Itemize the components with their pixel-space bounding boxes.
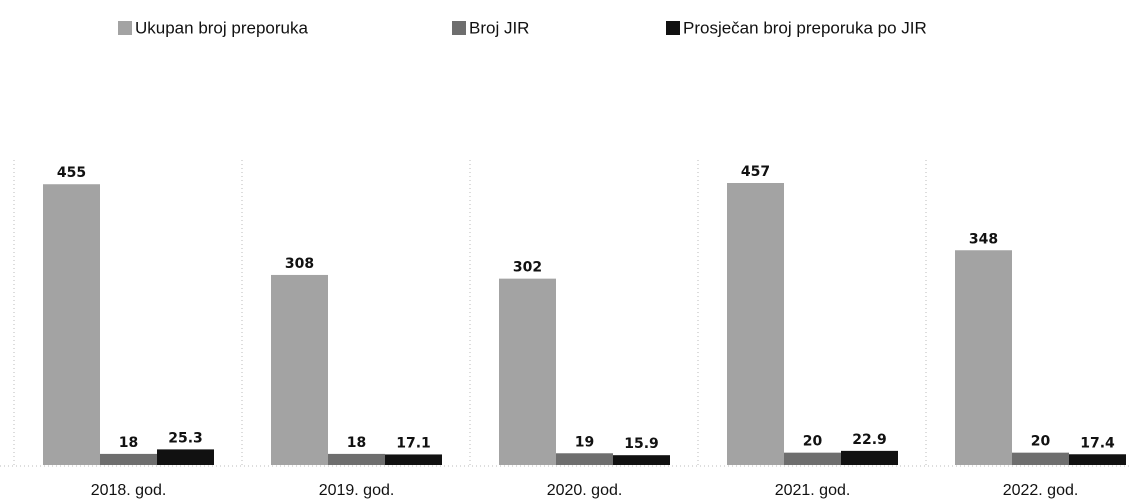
data-label: 18 — [119, 435, 138, 451]
x-tick-label: 2019. god. — [319, 482, 395, 499]
data-label: 17.4 — [1080, 435, 1115, 451]
legend-swatch — [452, 21, 466, 35]
data-label: 457 — [741, 164, 770, 180]
bar — [43, 184, 100, 465]
bar — [556, 453, 613, 465]
data-label: 455 — [57, 165, 86, 181]
legend-swatch — [666, 21, 680, 35]
legend-swatch — [118, 21, 132, 35]
bar — [1069, 454, 1126, 465]
bar — [499, 278, 556, 465]
data-label: 19 — [575, 434, 594, 450]
bar — [727, 183, 784, 465]
data-label: 20 — [803, 434, 823, 450]
bar — [157, 449, 214, 465]
data-label: 20 — [1031, 434, 1051, 450]
legend-label: Ukupan broj preporuka — [135, 18, 308, 37]
bar — [784, 452, 841, 465]
bar — [1012, 452, 1069, 465]
bar — [100, 453, 157, 465]
bar — [841, 450, 898, 465]
data-label: 25.3 — [168, 430, 203, 446]
legend-label: Prosječan broj preporuka po JIR — [683, 18, 927, 37]
bar — [328, 453, 385, 465]
legend-label: Broj JIR — [469, 18, 529, 37]
x-tick-label: 2018. god. — [91, 482, 167, 499]
data-label: 302 — [513, 260, 542, 276]
bar — [385, 454, 442, 465]
bar — [613, 455, 670, 465]
bar — [271, 274, 328, 465]
data-label: 308 — [285, 256, 314, 272]
data-label: 15.9 — [624, 436, 659, 452]
data-label: 348 — [969, 231, 998, 247]
x-tick-label: 2022. god. — [1003, 482, 1079, 499]
data-label: 18 — [347, 435, 366, 451]
data-label: 17.1 — [396, 435, 431, 451]
data-label: 22.9 — [852, 432, 887, 448]
x-tick-label: 2021. god. — [775, 482, 851, 499]
bar — [955, 250, 1012, 465]
x-tick-label: 2020. god. — [547, 482, 623, 499]
